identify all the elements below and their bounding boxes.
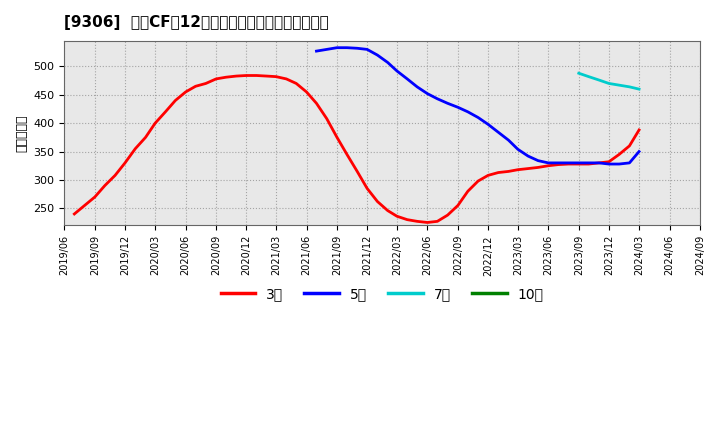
Y-axis label: （百万円）: （百万円） (15, 114, 28, 152)
Text: [9306]  営業CFの12か月移動合計の標準偏差の推移: [9306] 営業CFの12か月移動合計の標準偏差の推移 (64, 15, 329, 30)
Legend: 3年, 5年, 7年, 10年: 3年, 5年, 7年, 10年 (215, 282, 549, 307)
